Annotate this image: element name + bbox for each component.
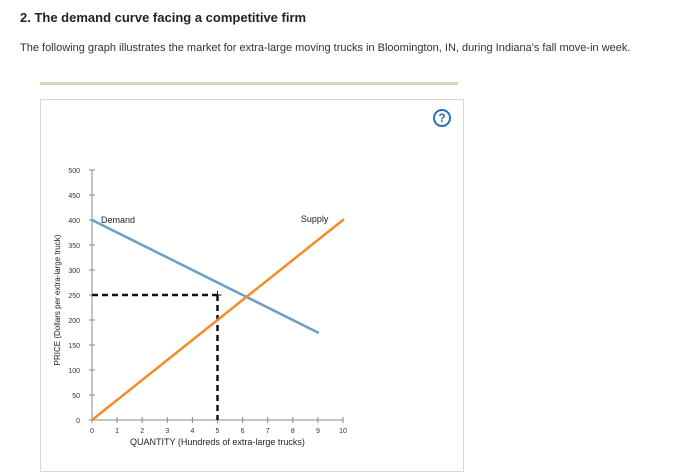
help-icon[interactable]: ? — [433, 109, 451, 127]
graph-panel — [40, 99, 464, 472]
y-tick-label: 350 — [68, 243, 80, 250]
x-tick-label: 0 — [90, 428, 94, 435]
x-tick-label: 3 — [165, 428, 169, 435]
supply-curve — [90, 218, 345, 422]
demand-label: Demand — [101, 215, 135, 225]
x-tick-label: 2 — [140, 428, 144, 435]
x-tick-label: 4 — [190, 428, 194, 435]
chart-labels: Demand Supply QUANTITY (Hundreds of extra-… — [53, 214, 329, 447]
y-tick-label: 100 — [68, 368, 80, 375]
chart-series — [90, 218, 345, 422]
y-tick-label: 400 — [68, 218, 80, 225]
x-tick-label: 8 — [291, 428, 295, 435]
question-intro: The following graph illustrates the mark… — [20, 42, 631, 54]
x-tick-label: 6 — [241, 428, 245, 435]
question-title: 2. The demand curve facing a competitive… — [20, 10, 307, 25]
y-axis-title: PRICE (Dollars per extra-large truck) — [53, 234, 62, 365]
x-tick-label: 5 — [216, 428, 220, 435]
x-tick-label: 1 — [115, 428, 119, 435]
y-tick-label: 50 — [72, 393, 80, 400]
x-axis-title: QUANTITY (Hundreds of extra-large trucks… — [130, 437, 305, 447]
x-tick-label: 7 — [266, 428, 270, 435]
divider — [40, 82, 458, 85]
help-icon-label: ? — [438, 111, 446, 125]
y-tick-label: 250 — [68, 293, 80, 300]
y-tick-label: 300 — [68, 268, 80, 275]
y-tick-label: 200 — [68, 318, 80, 325]
chart-ticks: 0 50 100 150 200 250 300 350 400 450 500 0 1 2 3 4 5 6 7 8 9… — [68, 168, 347, 435]
supply-label: Supply — [301, 214, 329, 224]
y-tick-label: 0 — [76, 418, 80, 425]
x-tick-label: 10 — [339, 428, 347, 435]
y-tick-label: 500 — [68, 168, 80, 175]
y-tick-label: 450 — [68, 193, 80, 200]
x-tick-label: 9 — [316, 428, 320, 435]
equilibrium-guides — [92, 293, 219, 420]
demand-curve — [90, 218, 320, 334]
y-tick-label: 150 — [68, 343, 80, 350]
